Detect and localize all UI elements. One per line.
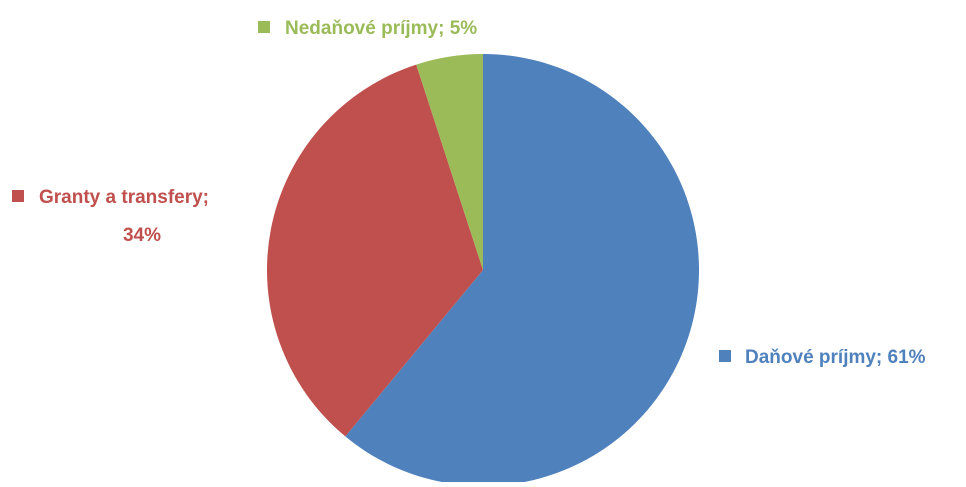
label-danove-prijmy: Daňové príjmy; 61%	[719, 347, 926, 368]
pie-slice-granty-a-transfery	[267, 64, 483, 437]
legend-marker-danove-prijmy	[719, 350, 731, 362]
data-label-granty-a-transfery-line2: 34%	[123, 225, 161, 246]
pie-slices	[267, 54, 700, 486]
pie-slice-danove-prijmy	[345, 54, 700, 486]
legend-marker-granty-a-transfery	[12, 190, 24, 202]
label-granty-a-transfery: Granty a transfery; 34%	[12, 187, 209, 246]
data-label-danove-prijmy: Daňové príjmy; 61%	[745, 347, 926, 368]
data-label-nedanove-prijmy: Nedaňové príjmy; 5%	[285, 18, 477, 39]
legend-marker-nedanove-prijmy	[258, 21, 270, 33]
label-nedanove-prijmy: Nedaňové príjmy; 5%	[258, 18, 477, 39]
pie-slice-nedanove-prijmy	[416, 54, 483, 270]
data-label-granty-a-transfery-line1: Granty a transfery;	[39, 187, 209, 208]
